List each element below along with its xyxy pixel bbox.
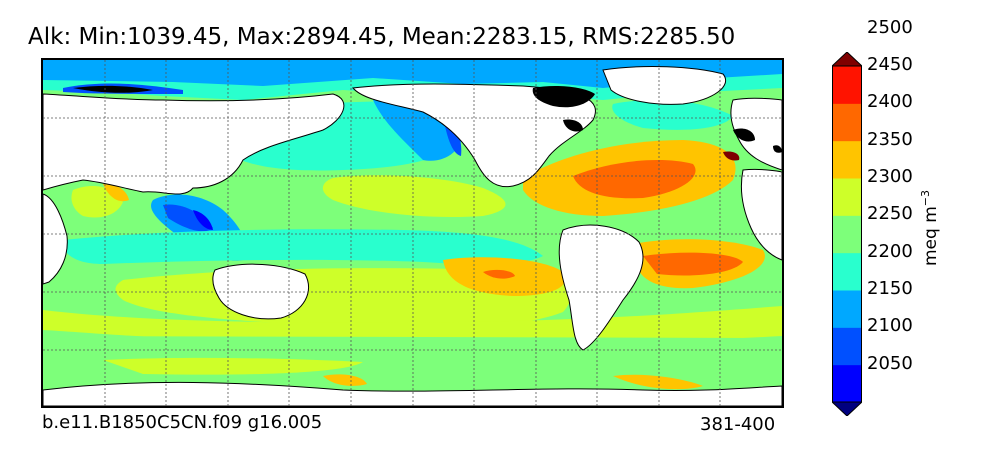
ocean-alkalinity-map xyxy=(41,58,784,408)
colorbar-segment xyxy=(832,252,862,291)
contour-antarctic-2300 xyxy=(103,357,363,375)
land-africa xyxy=(43,193,68,285)
colorbar-tick-label: 2400 xyxy=(867,91,913,113)
colorbar-tick-label: 2450 xyxy=(867,54,913,75)
contour-eqpacific-2200 xyxy=(62,229,544,265)
colorbar-frame xyxy=(832,65,862,403)
land-greenland xyxy=(602,66,726,105)
colorbar-tick-label: 2350 xyxy=(867,128,913,150)
contour-natlantic-2400 xyxy=(573,160,696,199)
colorbar-tick-label: 2500 xyxy=(867,16,913,38)
contour-med-2500 xyxy=(723,151,740,161)
colorbar-tick-label: 2050 xyxy=(867,352,913,374)
land-eurasia xyxy=(43,93,345,195)
contour-seasia-2050 xyxy=(193,210,213,230)
contour-antarctic-2350 xyxy=(323,374,367,386)
land-europe xyxy=(730,97,782,171)
years-label: 381-400 xyxy=(700,414,776,435)
colorbar-tick-label: 2150 xyxy=(867,278,913,299)
colorbar-unit-base: meq m xyxy=(920,206,941,266)
colorbar-tick-label: 2100 xyxy=(867,315,913,337)
colorbar-segment xyxy=(832,364,862,403)
colorbar-tick-label: 2300 xyxy=(867,166,913,187)
contour-nordic-2200 xyxy=(612,100,733,130)
colorbar xyxy=(832,52,862,416)
missing-hudson xyxy=(563,119,583,132)
colorbar-segment xyxy=(832,140,862,179)
colorbar-segment xyxy=(832,103,862,142)
map-gridlines xyxy=(43,60,782,406)
colorbar-segment xyxy=(832,178,862,216)
case-name-label: b.e11.B1850C5CN.f09 g16.005 xyxy=(42,412,323,433)
missing-baltic xyxy=(733,128,755,142)
missing-siberia xyxy=(73,85,153,93)
colorbar-tick-label: 2250 xyxy=(867,203,913,225)
contour-spacific-2400 xyxy=(483,269,515,279)
colorbar-extend-min xyxy=(832,401,862,416)
missing-canadian-arctic xyxy=(532,86,595,108)
colorbar-unit-label: meq m−3 xyxy=(919,190,941,266)
land-north-america xyxy=(352,83,596,188)
contour-arabian-2350 xyxy=(103,183,129,202)
contour-satlantic-2400 xyxy=(643,252,743,276)
land-africa-east xyxy=(740,168,782,261)
contour-seasia-2100 xyxy=(163,204,213,232)
colorbar-segment xyxy=(832,215,862,254)
colorbar-segment xyxy=(832,290,862,328)
colorbar-segment xyxy=(832,327,862,366)
colorbar-unit-exponent: −3 xyxy=(919,190,933,207)
colorbar-extend-max xyxy=(832,52,862,67)
colorbar-segment xyxy=(832,66,862,104)
missing-caspian xyxy=(773,145,782,153)
plot-title: Alk: Min:1039.45, Max:2894.45, Mean:2283… xyxy=(28,24,736,50)
colorbar-tick-label: 2200 xyxy=(867,240,913,262)
contour-npacific-2300 xyxy=(322,175,506,218)
contour-antarctic-2350b xyxy=(613,374,703,390)
